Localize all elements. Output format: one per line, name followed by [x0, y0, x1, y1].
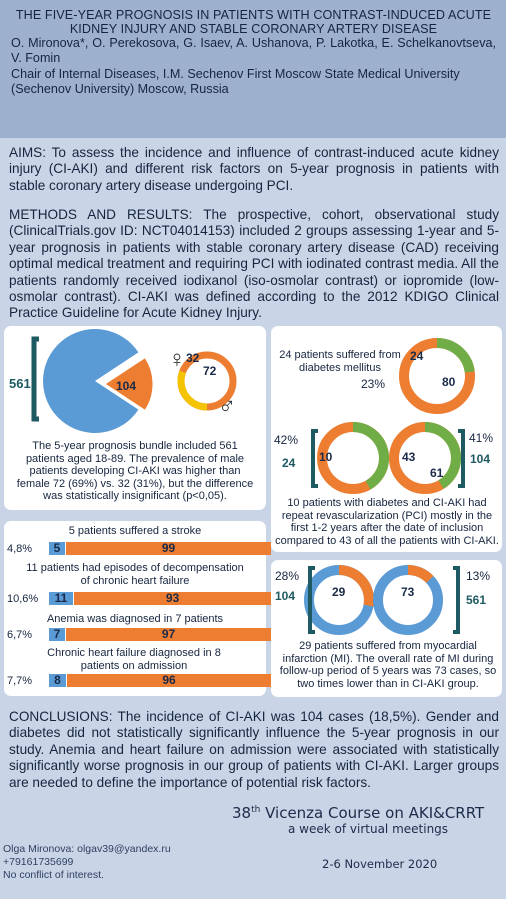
- revasc-left-bracket: [311, 429, 318, 488]
- total-patients-label: 561: [9, 376, 31, 391]
- total-bracket: [31, 336, 39, 422]
- mi-left-pct: 28%: [275, 569, 300, 583]
- aims-paragraph: AIMS: To assess the incidence and influe…: [9, 145, 499, 193]
- mi-left-bracket: [308, 566, 315, 634]
- revasc-left-inner: 10: [319, 450, 333, 464]
- mi-panel: 28% 104 29 73 13% 561 29 patients suffer…: [271, 560, 502, 697]
- chf-episodes-bar-blue: 11: [49, 592, 73, 605]
- mi-right-inner: 73: [401, 585, 415, 599]
- revasc-text: 10 patients with diabetes and CI-AKI had…: [275, 497, 499, 547]
- contact-email[interactable]: Olga Mironova: olgav39@yandex.ru: [3, 843, 171, 855]
- diabetes-pct: 23%: [361, 377, 386, 391]
- female-count: 32: [186, 351, 200, 365]
- revasc-left-n: 24: [282, 456, 296, 470]
- diabetes-text: 24 patients suffered from diabetes melli…: [279, 349, 401, 374]
- chf-admission-pct: 7,7%: [7, 675, 33, 687]
- female-symbol-icon: ♀: [168, 346, 186, 373]
- chf-admission-bar: 8 96: [49, 674, 271, 687]
- mi-text: 29 patients suffered from myocardial inf…: [279, 640, 497, 690]
- revasc-right-b: 61: [430, 466, 444, 480]
- chf-episodes-caption: 11 patients had episodes of decompensati…: [26, 562, 244, 587]
- gender-charts: [31, 329, 237, 433]
- course-dates: 2-6 November 2020: [322, 857, 438, 871]
- header-banner: THE FIVE-YEAR PROGNOSIS IN PATIENTS WITH…: [0, 0, 506, 138]
- conclusions-paragraph: CONCLUSIONS: The incidence of CI-AKI was…: [9, 709, 499, 790]
- contact-phone: +79161735699: [3, 856, 74, 868]
- chf-episodes-bar: 11 93: [49, 592, 271, 605]
- chf-episodes-bar-orange: 93: [74, 592, 271, 605]
- no-diabetes-count: 80: [442, 375, 456, 389]
- revasc-right-n: 104: [470, 452, 491, 466]
- revasc-right-pct: 41%: [469, 431, 494, 445]
- affiliation: Chair of Internal Diseases, I.M. Secheno…: [11, 67, 460, 96]
- aki-patients-label: 104: [116, 379, 137, 393]
- male-count: 72: [203, 364, 217, 378]
- revasc-left-ring-green: [352, 422, 389, 490]
- diabetes-count: 24: [410, 349, 424, 363]
- mi-left-inner: 29: [332, 585, 346, 599]
- diabetes-panel: 24 patients suffered from diabetes melli…: [271, 326, 502, 552]
- gender-text: The 5-year prognosis bundle included 561…: [16, 440, 254, 502]
- chf-admission-bar-orange: 96: [67, 674, 271, 687]
- gender-panel: 561 104 ♀ ♂ 32 72 The 5-year prognosis b…: [4, 326, 266, 510]
- footer: 38th Vicenza Course on AKI&CRRT a week o…: [0, 804, 506, 899]
- pie-slice-aki: [104, 356, 154, 412]
- revasc-left-pct: 42%: [274, 433, 299, 447]
- anemia-bar: 7 97: [49, 628, 271, 641]
- diabetes-ring-green: [436, 338, 475, 373]
- gender-ring-female: [177, 370, 208, 411]
- stroke-pct: 4,8%: [7, 543, 33, 555]
- revasc-right-a: 43: [402, 450, 416, 464]
- chf-admission-bar-blue: 8: [49, 674, 66, 687]
- course-ordinal: th: [251, 805, 261, 815]
- mi-right-bracket: [453, 566, 460, 634]
- stroke-caption: 5 patients suffered a stroke: [68, 525, 202, 537]
- revasc-right-bracket: [458, 429, 465, 488]
- stroke-bar-orange: 99: [66, 542, 271, 555]
- mi-right-ring-orange: [407, 565, 434, 584]
- complications-panel: 5 patients suffered a stroke 4,8% 5 99 1…: [4, 521, 271, 696]
- mi-charts: [304, 565, 460, 635]
- course-title: 38th Vicenza Course on AKI&CRRT: [232, 804, 484, 822]
- anemia-bar-orange: 97: [66, 628, 271, 641]
- methods-paragraph: METHODS AND RESULTS: The prospective, co…: [9, 207, 499, 321]
- stroke-bar-blue: 5: [49, 542, 65, 555]
- male-symbol-icon: ♂: [218, 393, 236, 420]
- anemia-bar-blue: 7: [49, 628, 65, 641]
- anemia-pct: 6,7%: [7, 629, 33, 641]
- pie-slice-total: [43, 329, 139, 433]
- revasc-right-ring-green: [424, 422, 461, 489]
- chf-episodes-pct: 10,6%: [7, 593, 39, 605]
- mi-right-n: 561: [466, 593, 487, 607]
- mi-right-pct: 13%: [466, 569, 491, 583]
- mi-left-n: 104: [275, 589, 296, 603]
- poster-title: THE FIVE-YEAR PROGNOSIS IN PATIENTS WITH…: [15, 8, 492, 36]
- stroke-bar: 5 99: [49, 542, 271, 555]
- course-number: 38: [232, 804, 252, 822]
- diabetes-charts: [311, 338, 475, 494]
- course-name: Vicenza Course on AKI&CRRT: [260, 804, 485, 822]
- authors: O. Mironova*, O. Perekosova, G. Isaev, A…: [11, 36, 496, 65]
- conflict-statement: No conflict of interest.: [3, 869, 104, 881]
- anemia-caption: Anemia was diagnosed in 7 patients: [46, 613, 224, 625]
- chf-admission-caption: Chronic heart failure diagnosed in 8 pat…: [47, 647, 221, 672]
- course-subtitle: a week of virtual meetings: [288, 822, 449, 836]
- mi-left-ring-orange: [338, 565, 374, 607]
